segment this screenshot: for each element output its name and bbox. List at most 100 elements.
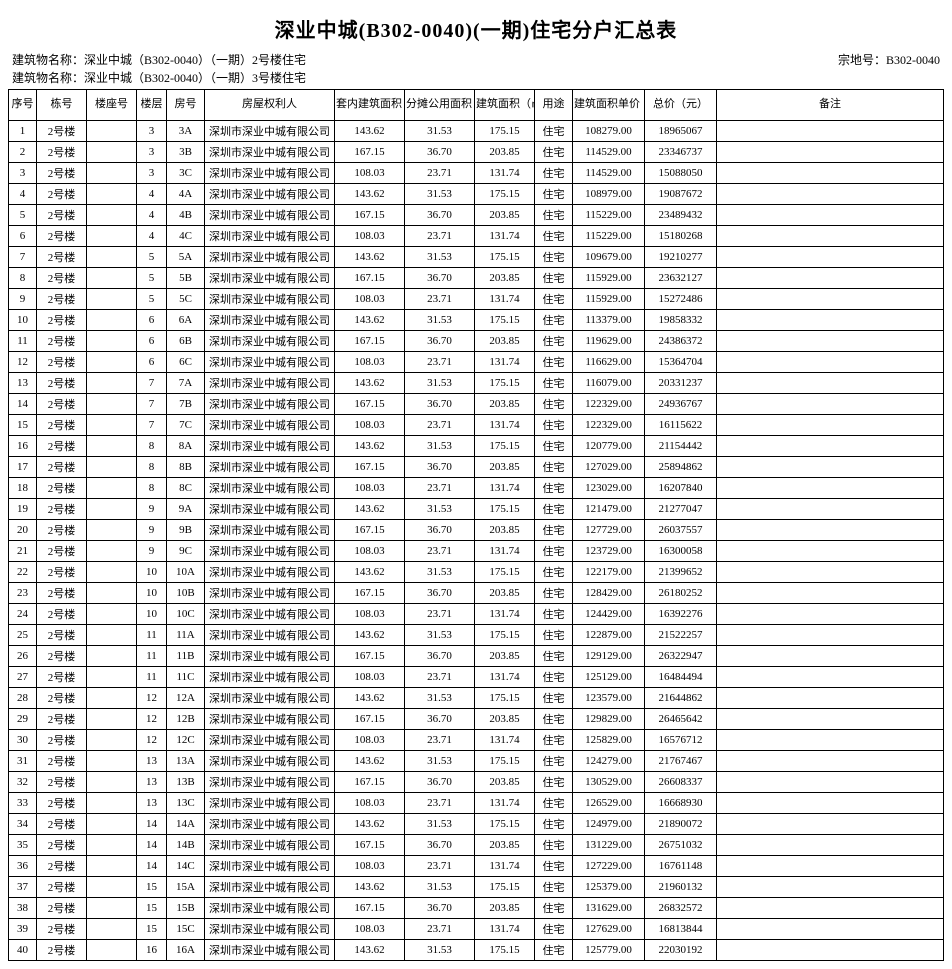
table-row: 72号楼55A深圳市深业中城有限公司143.6231.53175.15住宅109… bbox=[9, 247, 944, 268]
table-row: 52号楼44B深圳市深业中城有限公司167.1536.70203.85住宅115… bbox=[9, 205, 944, 226]
table-cell: 深圳市深业中城有限公司 bbox=[205, 184, 335, 205]
table-cell: 23489432 bbox=[645, 205, 717, 226]
table-cell: 住宅 bbox=[535, 940, 573, 961]
table-cell: 131.74 bbox=[475, 730, 535, 751]
table-cell: 203.85 bbox=[475, 835, 535, 856]
table-cell: 深圳市深业中城有限公司 bbox=[205, 352, 335, 373]
table-cell: 4 bbox=[137, 205, 167, 226]
table-cell: 2号楼 bbox=[37, 310, 87, 331]
table-cell: 131.74 bbox=[475, 163, 535, 184]
table-cell: 143.62 bbox=[335, 562, 405, 583]
table-cell: 深圳市深业中城有限公司 bbox=[205, 898, 335, 919]
table-cell: 31.53 bbox=[405, 625, 475, 646]
table-cell: 16761148 bbox=[645, 856, 717, 877]
table-cell: 175.15 bbox=[475, 184, 535, 205]
table-cell: 203.85 bbox=[475, 205, 535, 226]
col-a3: 建筑面积（㎡） bbox=[475, 90, 535, 121]
table-cell bbox=[87, 667, 137, 688]
table-cell bbox=[717, 478, 944, 499]
col-a2: 分摊公用面积（㎡） bbox=[405, 90, 475, 121]
table-cell: 125379.00 bbox=[573, 877, 645, 898]
table-cell: 37 bbox=[9, 877, 37, 898]
table-cell: 31.53 bbox=[405, 184, 475, 205]
table-row: 332号楼1313C深圳市深业中城有限公司108.0323.71131.74住宅… bbox=[9, 793, 944, 814]
table-cell: 23346737 bbox=[645, 142, 717, 163]
table-cell: 2号楼 bbox=[37, 583, 87, 604]
table-cell: 127729.00 bbox=[573, 520, 645, 541]
table-cell: 住宅 bbox=[535, 814, 573, 835]
table-row: 362号楼1414C深圳市深业中城有限公司108.0323.71131.74住宅… bbox=[9, 856, 944, 877]
table-cell: 7 bbox=[9, 247, 37, 268]
table-cell: 129129.00 bbox=[573, 646, 645, 667]
table-cell: 120779.00 bbox=[573, 436, 645, 457]
parcel-label: 宗地号： bbox=[838, 53, 886, 67]
table-cell: 23.71 bbox=[405, 856, 475, 877]
table-cell: 7 bbox=[137, 415, 167, 436]
table-cell: 31.53 bbox=[405, 751, 475, 772]
table-cell bbox=[87, 394, 137, 415]
table-cell: 3 bbox=[137, 142, 167, 163]
table-cell: 143.62 bbox=[335, 184, 405, 205]
table-cell: 4C bbox=[167, 226, 205, 247]
table-cell: 住宅 bbox=[535, 205, 573, 226]
table-cell: 住宅 bbox=[535, 268, 573, 289]
table-cell: 4 bbox=[137, 184, 167, 205]
table-cell: 143.62 bbox=[335, 625, 405, 646]
table-cell: 175.15 bbox=[475, 562, 535, 583]
table-cell: 住宅 bbox=[535, 415, 573, 436]
table-cell: 2号楼 bbox=[37, 352, 87, 373]
table-cell: 175.15 bbox=[475, 310, 535, 331]
table-cell: 123579.00 bbox=[573, 688, 645, 709]
table-cell: 住宅 bbox=[535, 919, 573, 940]
table-cell: 33 bbox=[9, 793, 37, 814]
table-row: 262号楼1111B深圳市深业中城有限公司167.1536.70203.85住宅… bbox=[9, 646, 944, 667]
table-cell: 5 bbox=[137, 247, 167, 268]
table-cell: 15364704 bbox=[645, 352, 717, 373]
table-cell: 108.03 bbox=[335, 604, 405, 625]
col-seq: 序号 bbox=[9, 90, 37, 121]
table-cell: 167.15 bbox=[335, 394, 405, 415]
table-cell bbox=[717, 373, 944, 394]
table-cell bbox=[87, 415, 137, 436]
table-cell: 2号楼 bbox=[37, 121, 87, 142]
table-cell: 深圳市深业中城有限公司 bbox=[205, 373, 335, 394]
table-cell: 14 bbox=[137, 856, 167, 877]
table-cell: 住宅 bbox=[535, 856, 573, 877]
table-cell: 31.53 bbox=[405, 121, 475, 142]
table-cell bbox=[87, 772, 137, 793]
table-cell: 15 bbox=[137, 919, 167, 940]
table-cell: 11 bbox=[137, 667, 167, 688]
table-cell: 12 bbox=[137, 709, 167, 730]
table-cell: 深圳市深业中城有限公司 bbox=[205, 625, 335, 646]
table-cell: 108.03 bbox=[335, 478, 405, 499]
col-blk: 楼座号 bbox=[87, 90, 137, 121]
table-cell: 36.70 bbox=[405, 520, 475, 541]
table-cell: 21154442 bbox=[645, 436, 717, 457]
table-row: 122号楼66C深圳市深业中城有限公司108.0323.71131.74住宅11… bbox=[9, 352, 944, 373]
table-cell: 131.74 bbox=[475, 541, 535, 562]
page-title: 深业中城(B302-0040)(一期)住宅分户汇总表 bbox=[8, 8, 944, 51]
table-cell: 9 bbox=[9, 289, 37, 310]
table-cell: 131.74 bbox=[475, 226, 535, 247]
table-cell: 122879.00 bbox=[573, 625, 645, 646]
table-cell bbox=[87, 289, 137, 310]
table-cell: 3 bbox=[137, 163, 167, 184]
table-cell: 住宅 bbox=[535, 499, 573, 520]
table-cell: 2号楼 bbox=[37, 541, 87, 562]
table-cell bbox=[87, 940, 137, 961]
table-cell bbox=[717, 793, 944, 814]
table-cell: 深圳市深业中城有限公司 bbox=[205, 331, 335, 352]
col-room: 房号 bbox=[167, 90, 205, 121]
table-cell: 203.85 bbox=[475, 583, 535, 604]
table-cell: 住宅 bbox=[535, 394, 573, 415]
table-cell bbox=[87, 793, 137, 814]
table-row: 382号楼1515B深圳市深业中城有限公司167.1536.70203.85住宅… bbox=[9, 898, 944, 919]
table-row: 212号楼99C深圳市深业中城有限公司108.0323.71131.74住宅12… bbox=[9, 541, 944, 562]
table-row: 102号楼66A深圳市深业中城有限公司143.6231.53175.15住宅11… bbox=[9, 310, 944, 331]
table-cell: 131.74 bbox=[475, 667, 535, 688]
table-cell: 124279.00 bbox=[573, 751, 645, 772]
table-cell: 6C bbox=[167, 352, 205, 373]
table-cell bbox=[87, 310, 137, 331]
table-cell: 20 bbox=[9, 520, 37, 541]
table-cell: 住宅 bbox=[535, 604, 573, 625]
